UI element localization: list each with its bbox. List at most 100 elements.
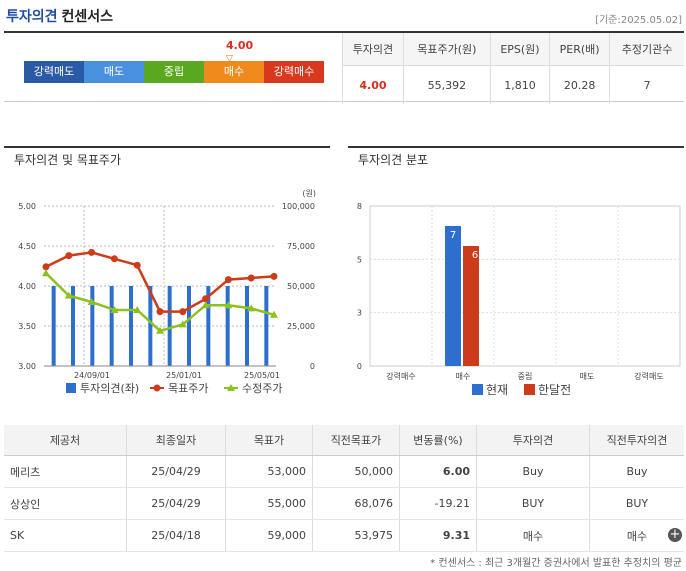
adjusted-price-point [270,310,278,318]
opinion-bar [71,286,75,366]
opinion-bar [206,286,211,366]
col-header: 투자의견 [342,33,404,66]
section-title: 투자의견 컨센서스 [6,6,113,26]
reference-date: [기준:2025.05.02] [595,15,682,26]
adjusted-price-point [64,291,73,299]
opinion-bar [264,286,269,366]
opinion-target-chart: 5.00 100,000 4.50 75,000 4.00 50,000 3.50 25,00… [18,189,316,395]
broker-name: 상상인 [4,487,127,520]
legend-swatch [153,384,161,392]
opinion-bar [148,286,153,366]
opinion-cell: BUY [476,487,590,520]
left-tick-label: 3.00 [18,362,36,371]
target-price-point [88,248,96,256]
opinion-bar [109,286,114,366]
target-price-point [42,263,50,271]
right-tick-label: 100,000 [282,202,315,211]
prev-target-cell: 50,000 [312,455,400,488]
legend-label: 수정주가 [242,382,282,395]
gauge-segment: 매도 [84,61,144,83]
target-price-line [45,251,275,313]
right-axis-unit: (원) [302,189,316,198]
opinion-bar [245,286,249,366]
change-cell: 9.31 [399,519,477,552]
date-cell: 25/04/18 [126,519,226,552]
adjusted-price-point [133,306,142,313]
legend-swatch [472,384,483,395]
opinion-cell: Buy [476,455,590,488]
gauge-segment: 강력매수 [264,61,324,83]
broker-name: SK [4,519,127,552]
consensus-table: 투자의견 목표주가(원) EPS(원) PER(배) 추정기관수 4.00 55… [342,33,684,104]
y-tick-label: 5 [357,255,362,264]
opinion-distribution-panel: 투자의견 분포 8 5 3 0 강력매수 매수 중립 매도 강력매도 7 6 현재 한달전 [348,146,684,398]
opinion-bar [225,286,230,366]
gauge-segment: 중립 [144,61,204,83]
col-header: 직전투자의견 [589,425,684,456]
target-price-point [270,272,278,280]
divider [4,31,684,33]
prev-opinion-cell: Buy [589,455,684,488]
legend-label: 목표주가 [168,382,208,395]
legend-label: 한달전 [538,383,571,397]
footnote: * 컨센서스 : 최근 3개월간 증권사에서 발표한 추정치의 평균 [430,558,682,569]
x-tick-label: 매수 [456,372,471,381]
target-price-point [65,252,73,260]
right-tick-label: 0 [310,362,315,371]
x-tick-label: 25/05/01 [244,371,280,380]
x-tick-label: 강력매수 [386,371,415,381]
more-button[interactable]: + [668,527,682,542]
gauge-indicator-icon: ▽ [226,54,233,64]
col-header: 목표가 [225,425,313,456]
adjusted-price-point [247,304,256,312]
target-cell: 55,000 [225,487,313,520]
target-cell: 53,000 [225,455,313,488]
col-header: EPS(원) [489,33,550,66]
target-price-point [247,274,255,282]
table-row: 메리츠 25/04/29 53,000 50,000 6.00 Buy Buy [4,455,684,488]
date-cell: 25/04/29 [126,455,226,488]
title-part-1: 투자의견 [6,9,58,25]
current-bar [445,226,461,366]
table-row: 상상인 25/04/29 55,000 68,076 -19.21 BUY BU… [4,487,684,520]
opinion-bar [51,286,56,366]
adjusted-price-line [45,272,275,333]
bar-data-label: 6 [472,250,478,261]
opinion-value: 4.00 [342,65,404,104]
target-price-point [133,261,141,269]
opinion-distribution-chart: 8 5 3 0 강력매수 매수 중립 매도 강력매도 7 6 현재 한달전 [357,202,681,397]
col-header: 변동률(%) [399,425,477,456]
broker-opinions-table: 제공처 최종일자 목표가 직전목표가 변동률(%) 투자의견 직전투자의견 메리… [4,425,684,552]
date-cell: 25/04/29 [126,487,226,520]
plot-area [369,205,681,367]
opinion-bar [187,286,191,366]
opinion-bar [167,286,172,366]
legend-label: 현재 [486,383,508,397]
prev-opinion-cell: BUY [589,487,684,520]
col-header: 직전목표가 [312,425,400,456]
gauge-current-value: 4.00 [226,39,254,52]
target-price-point [156,308,164,316]
col-header: 최종일자 [126,425,226,456]
right-tick-label: 25,000 [287,322,315,331]
col-header: 목표주가(원) [402,33,491,66]
panel-title: 투자의견 및 목표주가 [14,153,121,167]
opinion-cell: 매수 [476,519,590,552]
bar-data-label: 7 [450,230,456,241]
right-tick-label: 50,000 [287,282,315,291]
x-tick-label: 매도 [580,372,595,381]
left-tick-label: 3.50 [18,322,36,331]
per-value: 20.28 [549,65,610,104]
legend-swatch [227,384,235,391]
opinion-bar [129,286,133,366]
analyst-count-value: 7 [609,65,684,104]
month-ago-bar [463,246,479,366]
col-header: PER(배) [549,33,610,66]
target-cell: 59,000 [225,519,313,552]
prev-target-cell: 68,076 [312,487,400,520]
x-tick-label: 24/09/01 [74,371,110,380]
adjusted-price-point [110,306,119,313]
legend-label: 투자의견(좌) [80,382,139,395]
left-tick-label: 4.00 [18,282,36,291]
x-tick-label: 강력매도 [634,371,663,381]
